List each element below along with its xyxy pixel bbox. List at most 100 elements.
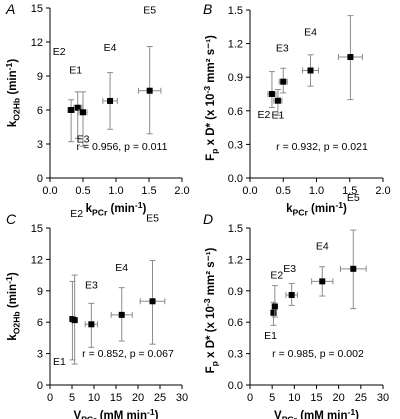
panel-d: D 0 5 10 15 20 25 30 0.0 0.3 0.6 0.9 1.2 1.5 VPCr (mM… bbox=[202, 192, 389, 419]
panel-d-y-tick-label: 0.3 bbox=[228, 349, 243, 361]
panel-b-x-tick-label: 2.0 bbox=[375, 185, 390, 197]
panel-c-x-tick-label: 20 bbox=[132, 392, 144, 404]
panel-c-x-tick-label: 30 bbox=[176, 392, 188, 404]
panel-c-x-tick-label: 25 bbox=[154, 392, 166, 404]
point-label: E2 bbox=[270, 270, 283, 282]
data-marker bbox=[270, 309, 277, 316]
data-marker bbox=[107, 97, 114, 104]
point-label: E2 bbox=[53, 46, 66, 58]
point-label: E4 bbox=[115, 262, 128, 274]
panel-c-point-e1: E1 bbox=[53, 280, 76, 368]
point-label: E2 bbox=[70, 208, 83, 220]
panel-a-y-tick-label: 0 bbox=[37, 173, 43, 185]
panel-b-y-tick-label: 0.0 bbox=[228, 173, 243, 185]
panel-b-y-tick-label: 1.2 bbox=[228, 39, 243, 51]
panel-letter-c: C bbox=[6, 211, 17, 227]
point-label: E4 bbox=[304, 26, 317, 38]
data-marker bbox=[80, 109, 86, 116]
panel-c-point-e2: E2 bbox=[70, 208, 83, 365]
panel-c-x-axis-label: VPCr (mM min-1) bbox=[74, 407, 159, 419]
data-marker bbox=[271, 303, 278, 310]
panel-d-x-tick-label: 0 bbox=[247, 392, 253, 404]
panel-a-point-e2: E2 bbox=[53, 46, 75, 143]
data-marker bbox=[307, 67, 314, 74]
data-marker bbox=[274, 97, 281, 104]
panel-a-y-axis-label: kO2Hb (min-1) bbox=[4, 59, 22, 128]
panel-c-y-tick-label: 0 bbox=[37, 380, 43, 392]
panel-b-x-tick-label: 0.0 bbox=[242, 185, 257, 197]
point-label: E1 bbox=[53, 356, 66, 368]
panel-a-x-tick-label: 2.0 bbox=[174, 185, 189, 197]
data-marker bbox=[288, 291, 295, 298]
panel-a-x-tick-label: 0.0 bbox=[42, 185, 57, 197]
panel-b-point-e4: E4 bbox=[302, 26, 319, 87]
data-marker bbox=[280, 78, 287, 85]
panel-c-y-tick-label: 12 bbox=[31, 254, 43, 266]
panel-c-y-axis-label: kO2Hb (min-1) bbox=[4, 272, 22, 341]
panel-d-y-tick-label: 1.2 bbox=[228, 254, 243, 266]
panel-b-y-tick-label: 1.5 bbox=[228, 5, 243, 17]
point-label: E3 bbox=[77, 133, 90, 145]
point-label: E4 bbox=[104, 42, 117, 54]
panel-b-y-tick-label: 0.9 bbox=[228, 72, 243, 84]
data-marker bbox=[149, 298, 156, 305]
panel-d-y-tick-label: 0.0 bbox=[228, 380, 243, 392]
panel-b-x-tick-label: 1.5 bbox=[342, 185, 357, 197]
panel-b-point-e5: E5 bbox=[337, 15, 363, 101]
panel-a-point-e5: E5 bbox=[137, 5, 162, 135]
point-label: E1 bbox=[272, 110, 285, 122]
panel-d-plot: 0 5 10 15 20 25 30 0.0 0.3 0.6 0.9 1.2 1.5 VPCr (mM m… bbox=[202, 192, 389, 419]
panel-d-point-e4: E4 bbox=[311, 240, 334, 297]
panel-c-stat: r = 0.852, p = 0.067 bbox=[82, 348, 174, 360]
panel-b-point-e3: E3 bbox=[276, 43, 289, 94]
data-marker bbox=[71, 317, 78, 324]
panel-a-y-tick-label: 12 bbox=[31, 37, 43, 49]
panel-d-y-tick-label: 0.9 bbox=[228, 286, 243, 298]
panel-a-stat: r = 0.956, p = 0.011 bbox=[77, 141, 168, 153]
panel-a-x-tick-label: 1.0 bbox=[108, 185, 123, 197]
panel-c-x-tick-label: 15 bbox=[110, 392, 122, 404]
panel-a-x-axis-label: kPCr (min-1) bbox=[86, 200, 147, 218]
point-label: E1 bbox=[264, 330, 277, 342]
panel-c-x-tick-label: 5 bbox=[69, 392, 75, 404]
panel-c-y-tick-label: 3 bbox=[37, 349, 43, 361]
point-label: E3 bbox=[283, 263, 296, 275]
panel-c-point-e4: E4 bbox=[110, 262, 133, 342]
panel-d-x-tick-label: 10 bbox=[288, 392, 300, 404]
panel-b-y-tick-label: 0.3 bbox=[228, 139, 243, 151]
data-marker bbox=[74, 104, 81, 111]
panel-d-x-tick-label: 5 bbox=[269, 392, 275, 404]
data-marker bbox=[319, 278, 326, 285]
point-label: E5 bbox=[146, 212, 159, 224]
panel-c-plot: 0 5 10 15 20 25 30 0 3 6 9 12 15 VPCr (mM min-1) kO2Hb… bbox=[4, 208, 188, 419]
panel-a-point-e3: E3 bbox=[77, 91, 90, 147]
panel-a-plot: 0.0 0.5 1.0 1.5 2.0 0 3 6 9 12 15 kPCr (min-1) kO2Hb… bbox=[4, 3, 190, 218]
panel-d-y-tick-label: 0.6 bbox=[228, 317, 243, 329]
panel-a: A 0.0 0.5 1.0 1.5 2.0 0 3 6 9 12 15 kPCr (min-1) kO2… bbox=[4, 1, 190, 218]
panel-a-y-tick-label: 15 bbox=[31, 3, 43, 15]
panel-c-point-e3: E3 bbox=[84, 279, 99, 348]
point-label: E4 bbox=[316, 240, 329, 252]
panel-b-y-axis-label: Fp x D* (x 10-3 mm² s⁻¹) bbox=[202, 35, 220, 161]
panel-c-x-tick-label: 10 bbox=[88, 392, 100, 404]
panel-a-y-tick-label: 6 bbox=[37, 105, 43, 117]
point-label: E2 bbox=[258, 109, 271, 121]
point-label: E5 bbox=[347, 192, 360, 204]
panel-d-point-e5: E5 bbox=[339, 192, 367, 310]
panel-a-y-tick-label: 9 bbox=[37, 71, 43, 83]
data-marker bbox=[118, 311, 125, 318]
data-marker bbox=[68, 107, 75, 113]
panel-a-y-tick-label: 3 bbox=[37, 139, 43, 151]
data-marker bbox=[350, 265, 357, 272]
panel-letter-d: D bbox=[203, 211, 213, 227]
panel-a-x-tick-label: 1.5 bbox=[141, 185, 156, 197]
panel-b-point-e2: E2 bbox=[258, 71, 277, 121]
panel-d-x-tick-label: 25 bbox=[355, 392, 367, 404]
panel-d-point-e3: E3 bbox=[283, 263, 298, 306]
panel-d-stat: r = 0.985, p = 0.002 bbox=[272, 348, 364, 360]
panel-b-x-tick-label: 0.5 bbox=[276, 185, 291, 197]
panel-c-y-tick-label: 15 bbox=[31, 223, 43, 235]
panel-b-plot: 0.0 0.5 1.0 1.5 2.0 0.0 0.3 0.6 0.9 1.2 1.5 kPCr (m… bbox=[202, 5, 391, 218]
panel-d-point-e2: E2 bbox=[270, 270, 283, 318]
data-marker bbox=[268, 91, 275, 97]
